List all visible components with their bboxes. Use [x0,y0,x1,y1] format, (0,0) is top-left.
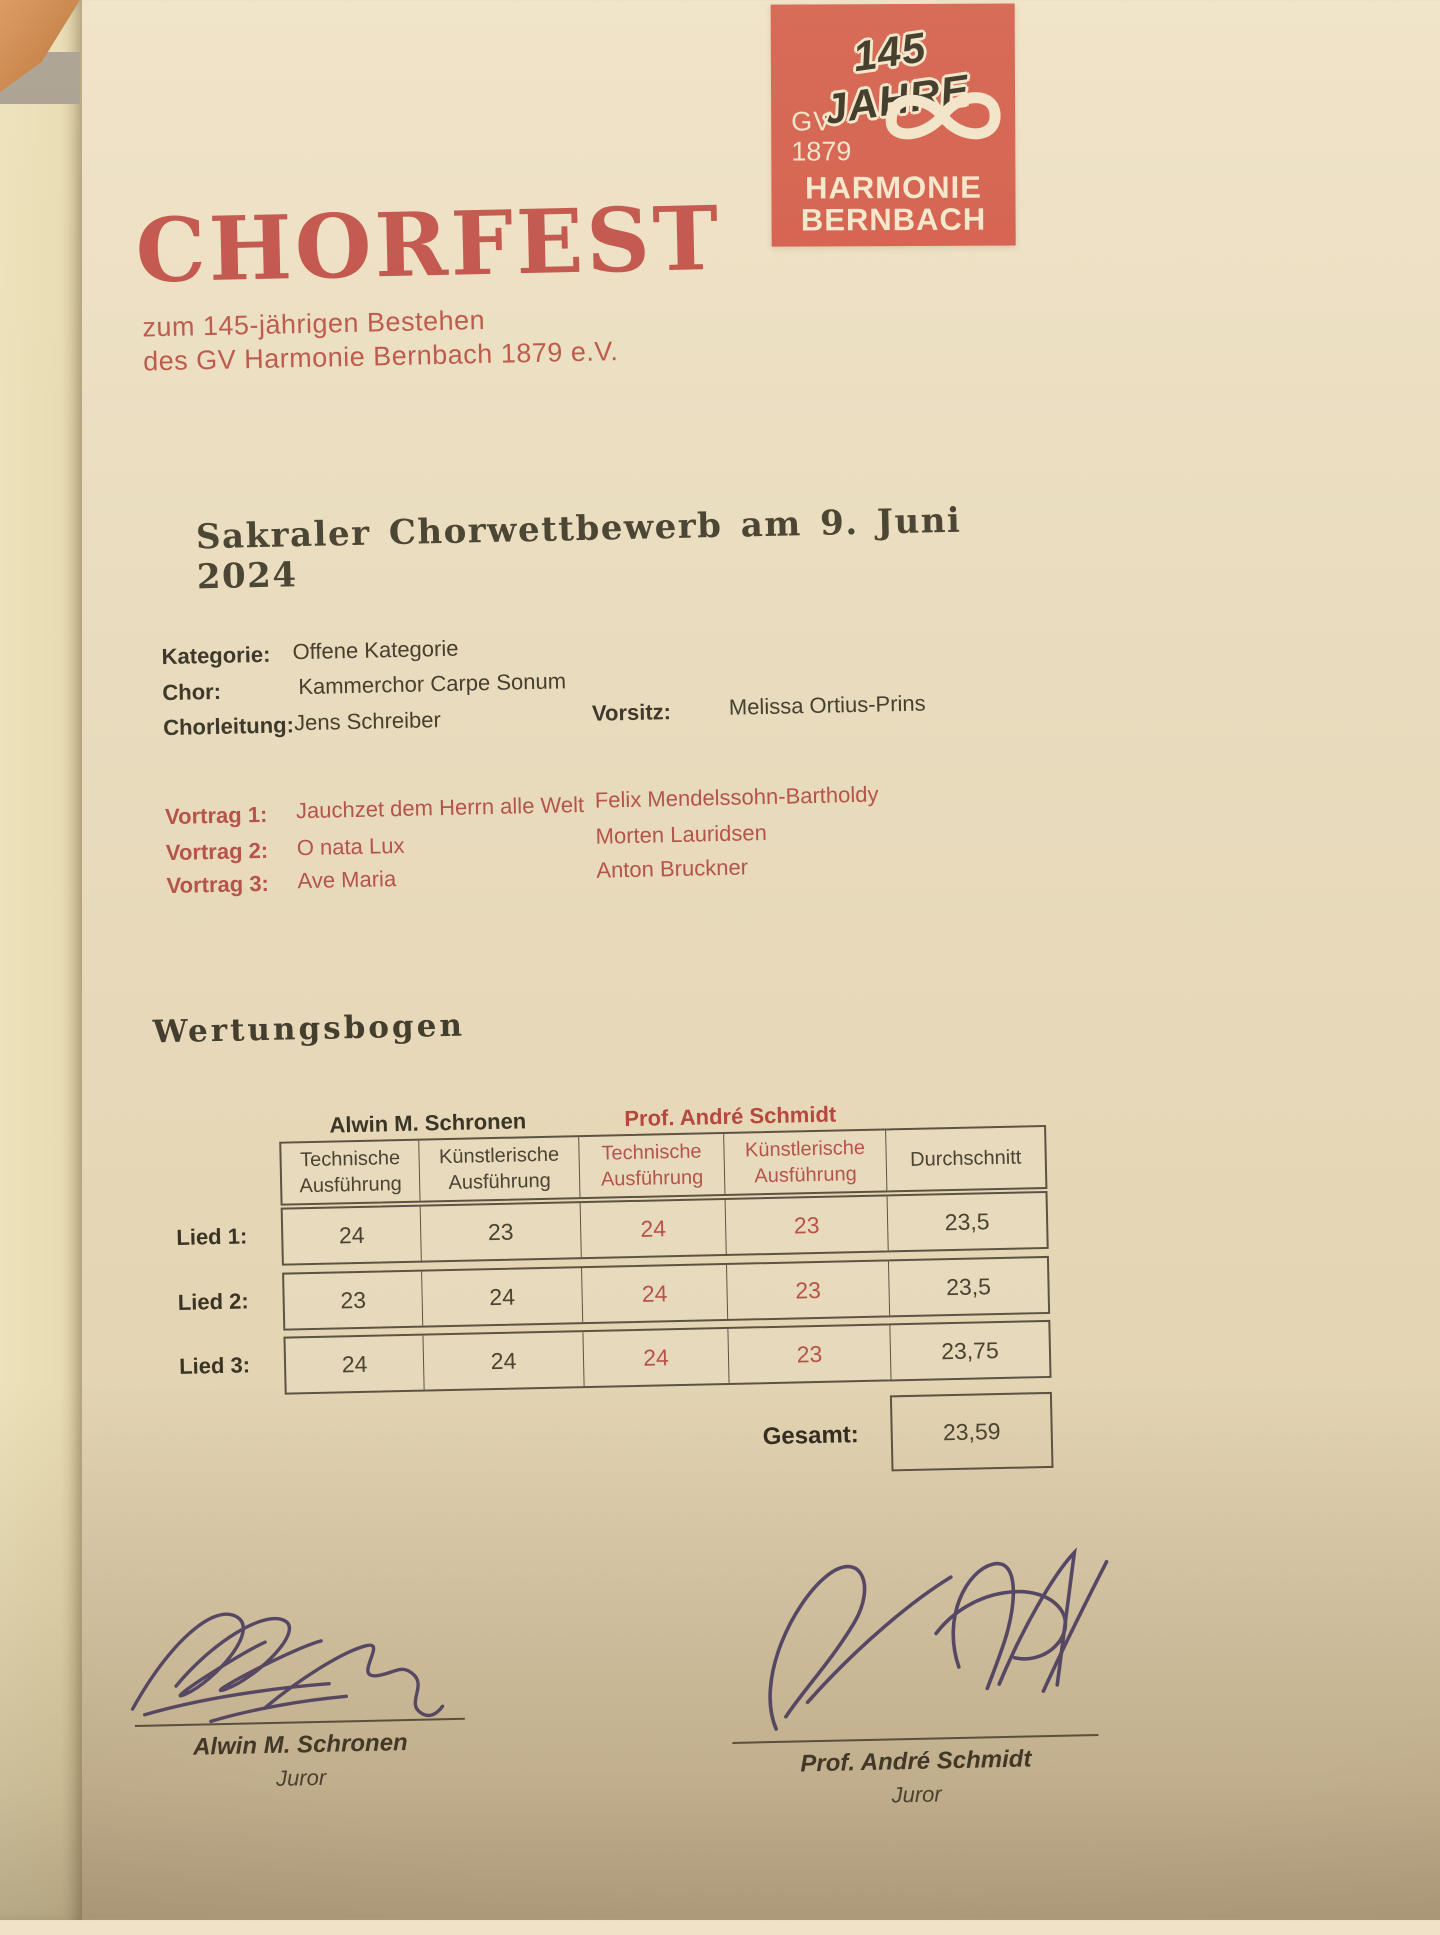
field-value-chor: Kammerchor Carpe Sonum [298,668,567,700]
score-cell: 24 [583,1328,730,1387]
score-cell: 23 [727,1261,891,1319]
score-cell: 24 [423,1332,585,1390]
juror-name-header-1: Alwin M. Schronen [329,1108,527,1138]
row-label-lied-2: Lied 2: [177,1288,249,1315]
score-cell: 24 [285,1335,425,1393]
score-cell: 24 [582,1264,729,1323]
signature-name-2: Prof. André Schmidt [800,1745,1032,1778]
score-row-lied-2: 23 24 24 23 23,5 [282,1255,1051,1331]
col-header-durchschnitt: Durchschnitt [909,1146,1022,1171]
logo-org-line2: BERNBACH [800,201,987,238]
page-title: CHORFEST [134,185,723,303]
field-label-kategorie: Kategorie: [161,641,271,670]
score-row-lied-3: 24 24 24 23 23,75 [283,1319,1052,1395]
score-cell: 23 [420,1203,582,1261]
score-cell-average: 23,75 [940,1336,999,1364]
subtitle-line2: des GV Harmonie Bernbach 1879 e.V. [142,336,619,377]
logo-founding-year: 1879 [791,136,852,167]
program-label-1: Vortrag 1: [164,801,268,830]
field-value-chorleitung: Jens Schreiber [293,707,442,736]
row-label-lied-1: Lied 1: [176,1223,248,1250]
signature-juror-1 [130,1612,445,1724]
score-cell-average: 23,5 [945,1272,992,1300]
total-value-box: 23,59 [889,1391,1054,1472]
harmonie-bernbach-logo: 145 JAHRE GV 1879 HARMONIE BERNBACH [770,3,1016,247]
signature-role-1: Juror [275,1764,327,1791]
score-cell: 23 [728,1325,892,1383]
juror-name-header-2: Prof. André Schmidt [624,1101,837,1132]
total-value: 23,59 [942,1417,1001,1445]
field-value-vorsitz: Melissa Ortius-Prins [728,690,926,720]
col-header-kuenstlerisch-1: Künstlerische Ausführung [419,1137,581,1201]
program-piece-1: Jauchzet dem Herrn alle Welt [295,791,585,824]
field-value-kategorie: Offene Kategorie [292,635,459,665]
program-composer-2: Morten Lauridsen [595,819,768,849]
score-cell: 24 [282,1206,422,1264]
score-cell: 23 [725,1196,889,1254]
infinity-loop-icon [885,92,1001,140]
program-label-2: Vortrag 2: [165,837,269,866]
event-heading: Sakraler Chorwettbewerb am 9. Juni 2024 [195,500,962,598]
signature-name-1: Alwin M. Schronen [192,1729,408,1761]
score-cell-average: 23,5 [944,1207,990,1235]
program-composer-1: Felix Mendelssohn-Bartholdy [594,781,879,813]
field-label-chorleitung: Chorleitung: [162,712,295,741]
col-header-technisch-2: Technische Ausführung [579,1133,726,1198]
program-label-3: Vortrag 3: [166,870,270,899]
field-label-chor: Chor: [162,678,222,706]
col-header-technisch-1: Technische Ausführung [281,1140,421,1204]
score-cell: 24 [422,1268,584,1326]
logo-gv-text: GV [791,106,833,137]
scoring-section-heading: Wertungsbogen [152,1007,466,1051]
signature-juror-2 [768,1547,1109,1731]
signature-role-2: Juror [891,1781,942,1808]
score-cell: 23 [284,1271,424,1329]
program-piece-3: Ave Maria [297,866,397,894]
program-piece-2: O nata Lux [296,832,405,861]
field-label-vorsitz: Vorsitz: [591,699,672,726]
row-label-lied-3: Lied 3: [178,1352,251,1379]
program-composer-3: Anton Bruckner [596,854,749,883]
subtitle-line1: zum 145-jährigen Bestehen [142,305,486,343]
background-sheet-edge [0,0,82,1920]
score-cell: 24 [580,1199,727,1258]
total-label: Gesamt: [762,1421,860,1451]
col-header-kuenstlerisch-2: Künstlerische Ausführung [724,1130,888,1194]
